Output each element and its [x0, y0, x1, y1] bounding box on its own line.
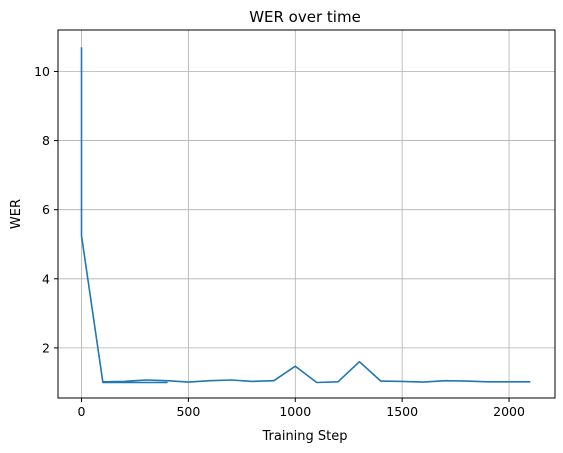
x-tick-label: 0 [78, 404, 86, 419]
plot-frame [57, 29, 556, 399]
y-tick-label: 10 [34, 64, 50, 79]
y-tick-label: 2 [42, 340, 50, 355]
chart-title: WER over time [249, 8, 361, 26]
x-tick-label: 1000 [279, 404, 311, 419]
x-tick-label: 500 [176, 404, 200, 419]
x-axis-label: Training Step [261, 429, 347, 444]
x-tick-label: 2000 [493, 404, 525, 419]
y-tick-label: 8 [42, 133, 50, 148]
wer-series-line [80, 47, 531, 384]
x-tick-label: 1500 [386, 404, 418, 419]
y-axis-label: WER [9, 199, 24, 229]
ticks: 0 500 1000 1500 2000 2 4 6 8 10 [34, 64, 525, 419]
grid [58, 30, 555, 398]
series-group [80, 47, 531, 384]
y-tick-label: 6 [42, 202, 50, 217]
y-tick-label: 4 [42, 271, 50, 286]
